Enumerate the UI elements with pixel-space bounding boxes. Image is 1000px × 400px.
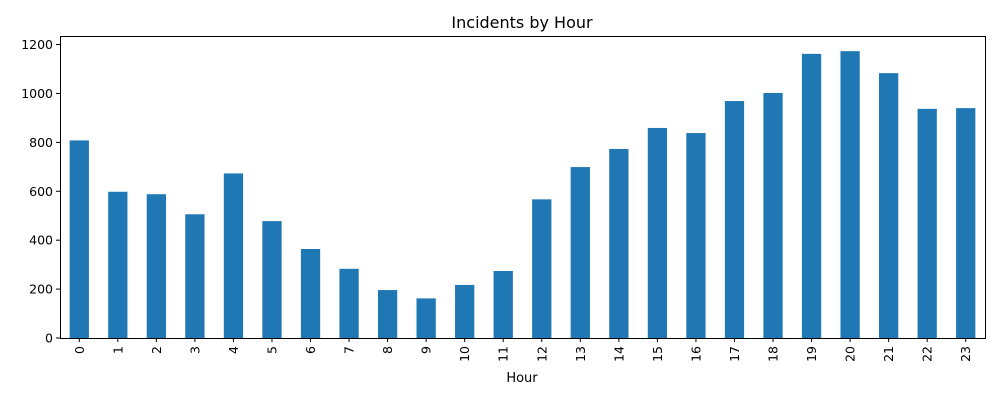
x-tick-label: 16 bbox=[688, 346, 703, 362]
x-tick-label: 2 bbox=[149, 346, 164, 354]
x-tick-label: 17 bbox=[727, 346, 742, 362]
bar-hour-13 bbox=[570, 167, 590, 338]
x-tick-label: 20 bbox=[843, 346, 858, 362]
y-axis: 0 200 400 600 800 1000 1200 bbox=[21, 37, 60, 346]
x-tick-label: 18 bbox=[766, 346, 781, 362]
y-tick-label: 600 bbox=[29, 184, 53, 199]
x-tick-label: 23 bbox=[958, 346, 973, 362]
bar-hour-22 bbox=[917, 108, 937, 339]
bar-hour-8 bbox=[377, 290, 398, 338]
x-tick-label: 3 bbox=[187, 346, 202, 354]
x-tick-label: 1 bbox=[110, 346, 125, 354]
y-tick-label: 800 bbox=[29, 135, 53, 150]
bar-hour-18 bbox=[763, 92, 783, 338]
bar-hour-3 bbox=[185, 214, 205, 338]
bar-hour-9 bbox=[416, 298, 436, 338]
x-tick-label: 11 bbox=[496, 346, 511, 362]
y-tick-label: 1000 bbox=[21, 86, 53, 101]
bar-hour-19 bbox=[801, 53, 822, 338]
y-tick-label: 200 bbox=[29, 282, 53, 297]
x-tick-label: 12 bbox=[534, 346, 549, 362]
bar-hour-5 bbox=[262, 221, 282, 338]
x-tick-label: 8 bbox=[380, 346, 395, 354]
bar-hour-1 bbox=[108, 191, 128, 338]
y-tick-label: 1200 bbox=[21, 37, 53, 52]
x-tick-label: 7 bbox=[342, 346, 357, 354]
x-tick-label: 4 bbox=[226, 346, 241, 354]
x-tick-label: 9 bbox=[419, 346, 434, 354]
chart-title: Incidents by Hour bbox=[451, 13, 593, 32]
x-tick-label: 0 bbox=[72, 346, 87, 354]
y-tick-label: 400 bbox=[29, 233, 53, 248]
bar-hour-2 bbox=[146, 194, 166, 338]
bar-hour-10 bbox=[455, 284, 475, 338]
x-tick-label: 21 bbox=[881, 346, 896, 362]
bar-hour-11 bbox=[493, 271, 513, 338]
bar-hour-15 bbox=[647, 127, 668, 338]
plot-frame bbox=[60, 36, 986, 339]
x-tick-label: 19 bbox=[804, 346, 819, 362]
bar-hour-0 bbox=[69, 140, 89, 338]
bars-group bbox=[69, 51, 976, 339]
x-axis: 0 1 2 3 4 5 6 7 8 9 10 11 12 13 14 15 16 17 18 19 20 21 22 23 bbox=[72, 338, 973, 362]
bar-hour-17 bbox=[724, 101, 745, 338]
bar-hour-6 bbox=[300, 248, 321, 338]
bar-hour-21 bbox=[879, 73, 899, 339]
bar-hour-20 bbox=[840, 51, 860, 338]
y-tick-label: 0 bbox=[45, 331, 53, 346]
x-tick-label: 10 bbox=[457, 346, 472, 362]
x-tick-label: 14 bbox=[611, 346, 626, 362]
x-tick-label: 22 bbox=[920, 346, 935, 362]
bar-hour-12 bbox=[532, 199, 552, 338]
x-tick-label: 6 bbox=[303, 346, 318, 354]
x-axis-label: Hour bbox=[506, 371, 538, 386]
x-tick-label: 13 bbox=[573, 346, 588, 362]
bar-hour-4 bbox=[223, 173, 244, 338]
bar-hour-23 bbox=[956, 108, 976, 338]
x-tick-label: 5 bbox=[264, 346, 279, 354]
bar-hour-7 bbox=[339, 268, 359, 338]
bar-hour-16 bbox=[686, 133, 706, 338]
bar-hour-14 bbox=[609, 148, 629, 338]
x-tick-label: 15 bbox=[650, 346, 665, 362]
